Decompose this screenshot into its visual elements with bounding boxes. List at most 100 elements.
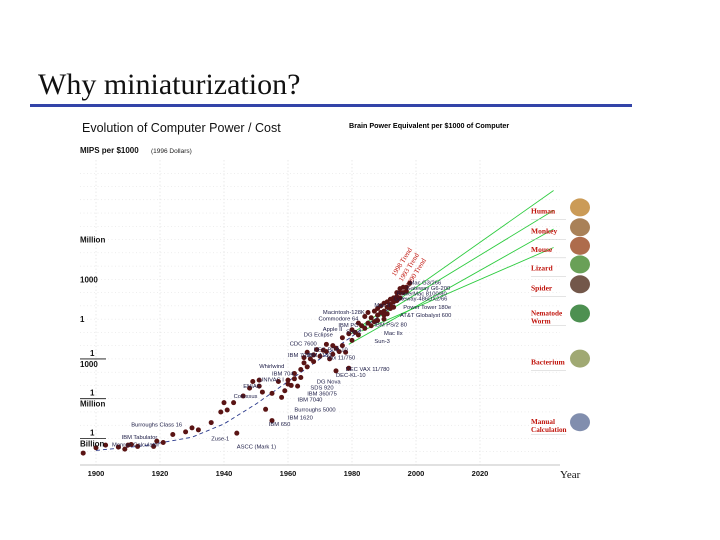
brain-axis-title: Brain Power Equivalent per $1000 of Comp… [349,121,509,130]
y-axis-note: (1996 Dollars) [151,148,192,155]
slide-title: Why miniaturization? [38,68,301,101]
data-point [365,310,371,315]
data-label: DEC-KL-10 [336,373,366,379]
data-point [384,311,390,317]
data-point [291,371,297,376]
data-point [103,442,109,448]
data-point [314,347,320,353]
data-point [298,374,304,380]
data-label: Power Tower 180e [403,305,451,311]
brain-level-icon [570,413,590,432]
data-point [154,438,160,444]
brain-levels: Human Monkey Mouse Lizard Spider NematodeWorm… [531,198,590,435]
data-label: Colossus [234,394,258,400]
data-label: Whirlwind [259,364,284,370]
data-label: Commodore 64 [318,316,359,322]
title-underline [30,104,632,107]
data-point [317,353,323,359]
data-point [256,383,262,389]
data-label: IBM 1620 [288,415,313,421]
data-label: Sun-2 [346,330,361,336]
trend-line [361,247,554,332]
chart-title: Evolution of Computer Power / Cost [82,121,281,135]
data-point [327,356,333,362]
y-tick-label-numerator: 1 [90,389,95,398]
data-point [259,389,265,395]
chart-axes: 1900 1920 1940 1960 1980 2000 2020 Million 1000 1… [80,236,560,478]
data-point [135,443,141,449]
data-point [269,390,275,396]
data-point [221,400,227,406]
data-point [301,355,307,361]
data-point [247,385,253,391]
data-point [375,317,381,323]
data-label: IBM 1130 [307,353,331,359]
y-tick-label-numerator: 1 [90,349,95,358]
y-tick-label-numerator: 1 [90,428,95,437]
data-point [333,345,339,351]
data-point [288,382,294,388]
data-label: Mac II [374,303,390,309]
data-point [128,441,134,447]
brain-level-label: Nematode [531,309,562,317]
data-point [80,450,86,456]
data-point [295,383,301,389]
data-point [304,349,310,355]
data-point [362,325,368,331]
data-point [291,376,297,382]
data-point [279,394,285,400]
data-point [333,368,339,374]
data-point [381,316,387,322]
data-label: Burroughs 5000 [294,407,335,413]
data-point [355,332,361,338]
data-label: Gateway G6-200 [406,286,450,292]
data-label: AT&T Globalyst 600 [400,313,451,319]
data-point [349,337,355,343]
data-point [336,349,342,355]
data-label: Monroe Calculator [112,442,159,448]
brain-level-label: Worm [531,317,551,325]
data-point [160,439,166,445]
data-label: ENIAC [243,384,261,390]
data-point [224,407,230,413]
data-point [183,429,189,435]
data-label: IBM 360/75 [307,391,337,397]
data-label: Sun-3 [374,339,389,345]
data-point [298,367,304,373]
brain-level-label: Spider [531,283,553,292]
x-tick-label: 2000 [408,469,425,478]
data-point [189,425,195,431]
data-point [368,315,374,321]
data-point [407,280,413,286]
data-label: IBM 704 [272,371,294,377]
data-point [346,331,352,337]
brain-level-label: Human [531,206,556,215]
brain-level-icon [570,275,590,294]
brain-level-label: Mouse [531,245,553,254]
trend-line [348,228,554,345]
data-label: CDC 7600 [290,342,317,348]
data-label: Burroughs Class 16 [131,423,182,429]
brain-level-icon [570,349,590,368]
y-tick-label-denominator: Billion [80,439,105,448]
data-label: IBM PS/2 80 [374,322,407,328]
brain-level-label: Monkey [531,226,558,235]
data-label: DEC VAX 11/780 [346,367,390,373]
data-point [115,444,121,450]
data-label: IBM Tabulator [122,435,158,441]
brain-level-icon [570,304,590,323]
data-label: Macintosh-128K [323,310,365,316]
data-point [391,304,397,310]
data-point [339,343,345,349]
x-tick-label: 1960 [280,469,297,478]
data-point [218,409,224,415]
data-point [256,377,262,383]
data-point [234,430,240,436]
data-label: IBM 7090 [288,353,313,359]
data-point [368,323,374,329]
x-tick-label: 2020 [472,469,489,478]
data-point [304,364,310,370]
